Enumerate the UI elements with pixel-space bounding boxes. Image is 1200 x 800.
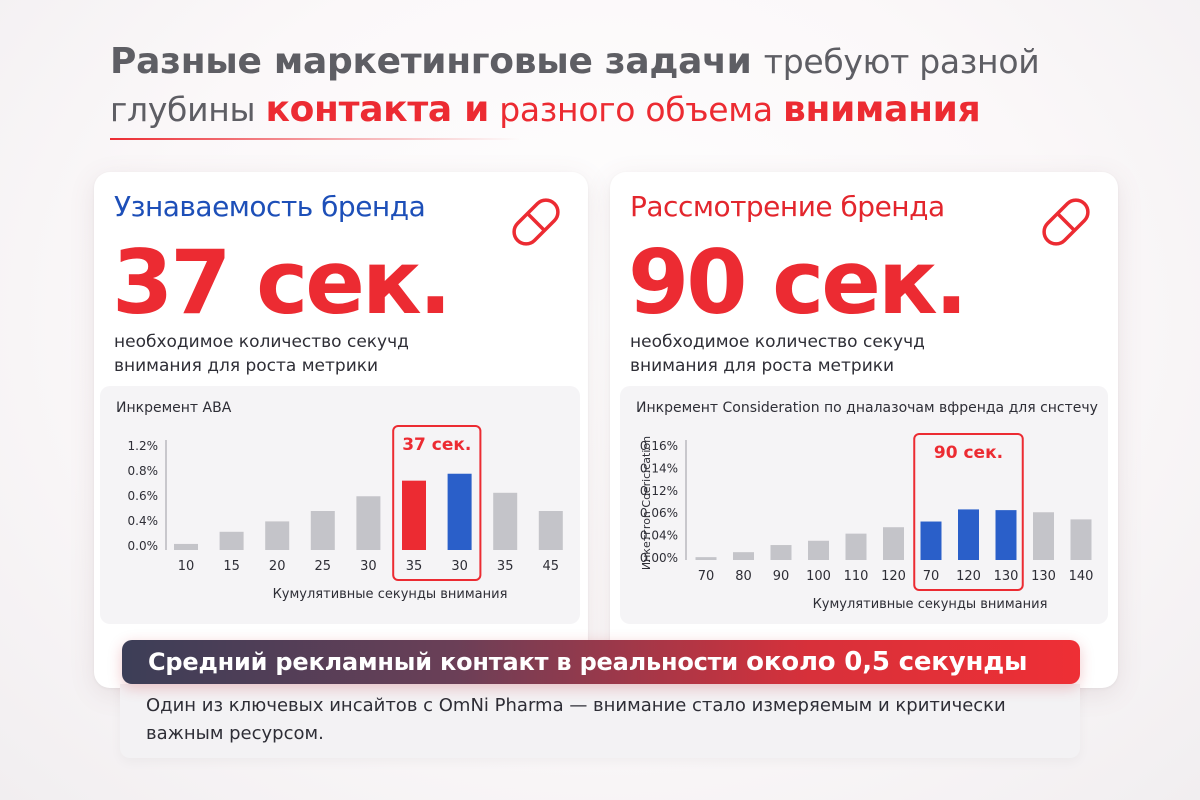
y-tick-label: 0.6% [128,489,159,503]
insight-box: Один из ключевых инсайтов с OmNi Pharma … [120,684,1080,758]
consideration-bar-chart: 0.00% 0.04% 0.06% 0.12% 0.14% 0.16% 70 80 90 100 1… [640,433,1094,612]
x-tick-label: 45 [543,559,560,574]
x-tick-label: 100 [806,569,831,584]
pill-icon [512,198,560,246]
headline-highlight-volume: разного объема [489,90,784,129]
y-tick-label: 0.06% [640,506,678,520]
brand-consideration-card: Рассмотрение бренда 90 сек. необходимое … [610,172,1118,688]
x-tick-label: 70 [698,569,715,584]
x-tick-label: 35 [497,559,514,574]
headline-highlight-attention: внимания [783,89,981,130]
chart-bar [174,543,198,550]
attention-seconds-value: 90 сек. [628,231,968,334]
average-contact-banner: Средний рекламный контакт в реальности о… [122,640,1080,684]
x-tick-label: 140 [1069,569,1094,584]
chart-bar [310,511,335,550]
chart-bar [447,473,472,550]
chart-bar [219,531,244,550]
chart-bar [845,533,867,560]
x-tick-label: 130 [994,569,1019,584]
y-tick-label: 0.04% [640,529,678,543]
chart-panel: Инкремент Consideration по дналазочам вф… [620,386,1108,624]
attention-seconds-value: 37 сек. [112,231,452,334]
y-tick-label: 0.8% [128,464,159,478]
chart-bar [1070,519,1092,560]
highlight-label: 37 сек. [402,435,471,455]
x-tick-label: 20 [269,559,286,574]
brand-awareness-card: Узнаваемость бренда 37 сек. необходимое … [94,172,588,688]
y-axis-label: Инкетгron Coericication [640,436,653,570]
chart-bar [733,552,754,560]
x-tick-label: 10 [178,559,195,574]
chart-bar [402,480,426,550]
x-tick-label: 30 [451,559,468,574]
chart-bar [808,540,829,560]
chart-bar [958,509,979,560]
x-axis-label: Кумулятивные секунды внимания [813,597,1048,612]
y-tick-label: 0.12% [640,484,678,498]
metric-description: необходимое количество секучд внимания д… [630,332,925,376]
y-tick-label: 0.00% [640,551,678,565]
y-tick-label: 0.14% [640,461,678,475]
highlight-label: 90 сек. [934,443,1003,463]
y-tick-label: 0.0% [128,539,159,553]
banner-text: Средний рекламный контакт в реальности о… [148,647,1028,677]
x-tick-label: 70 [923,569,940,584]
x-tick-label: 130 [1031,569,1056,584]
x-tick-label: 80 [735,569,752,584]
chart-bar [356,496,381,550]
chart-bar [920,521,942,560]
headline-underline [110,138,520,140]
banner-main-text: Средний рекламный контакт в реальности [148,648,747,676]
x-tick-label: 30 [360,559,377,574]
chart-bar [265,521,290,550]
headline-part-3: разной глубины [110,42,1040,129]
chart-bar [493,492,518,550]
card-title: Рассмотрение бренда [630,190,945,223]
banner-emphasis: около 0,5 секунды [746,647,1028,677]
x-tick-label: 15 [223,559,240,574]
page-headline: Разные маркетинговые задачи требуют разн… [110,38,1090,134]
highlight-box [392,425,482,581]
highlight-box [913,433,1024,591]
chart-panel: Инкремент ABA 0.0% 0.4% 0.6% 0.8% 1.2% 10 15 20… [100,386,580,624]
chart-bar [695,557,717,560]
headline-highlight-contact: контакта и [265,89,490,130]
chart-bar [770,545,792,560]
x-tick-label: 90 [773,569,790,584]
x-tick-label: 120 [956,569,981,584]
x-tick-label: 25 [315,559,332,574]
chart-bar [538,511,563,550]
metric-description: необходимое количество секучд внимания д… [114,332,409,376]
x-tick-label: 35 [406,559,423,574]
x-axis-label: Кумулятивные секунды внимания [273,587,508,602]
y-tick-label: 0.16% [640,439,678,453]
headline-part-2: требуют [763,42,910,81]
x-tick-label: 110 [844,569,869,584]
headline-part-1: Разные маркетинговые задачи [110,41,764,82]
chart-title: Инкремент ABA [116,400,232,416]
chart-bar [883,527,904,560]
chart-title: Инкремент Consideration по дналазочам вф… [636,400,1098,416]
chart-bar [1033,512,1054,560]
y-tick-label: 0.4% [128,514,159,528]
pill-icon [1042,198,1090,246]
chart-bar [995,510,1017,560]
x-tick-label: 120 [881,569,906,584]
y-tick-label: 1.2% [128,439,159,453]
insight-text: Один из ключевых инсайтов с OmNi Pharma … [146,695,1006,744]
awareness-bar-chart: 0.0% 0.4% 0.6% 0.8% 1.2% 10 15 20 25 30 35 30 35 45 37… [128,425,563,602]
card-title: Узнаваемость бренда [114,190,426,223]
